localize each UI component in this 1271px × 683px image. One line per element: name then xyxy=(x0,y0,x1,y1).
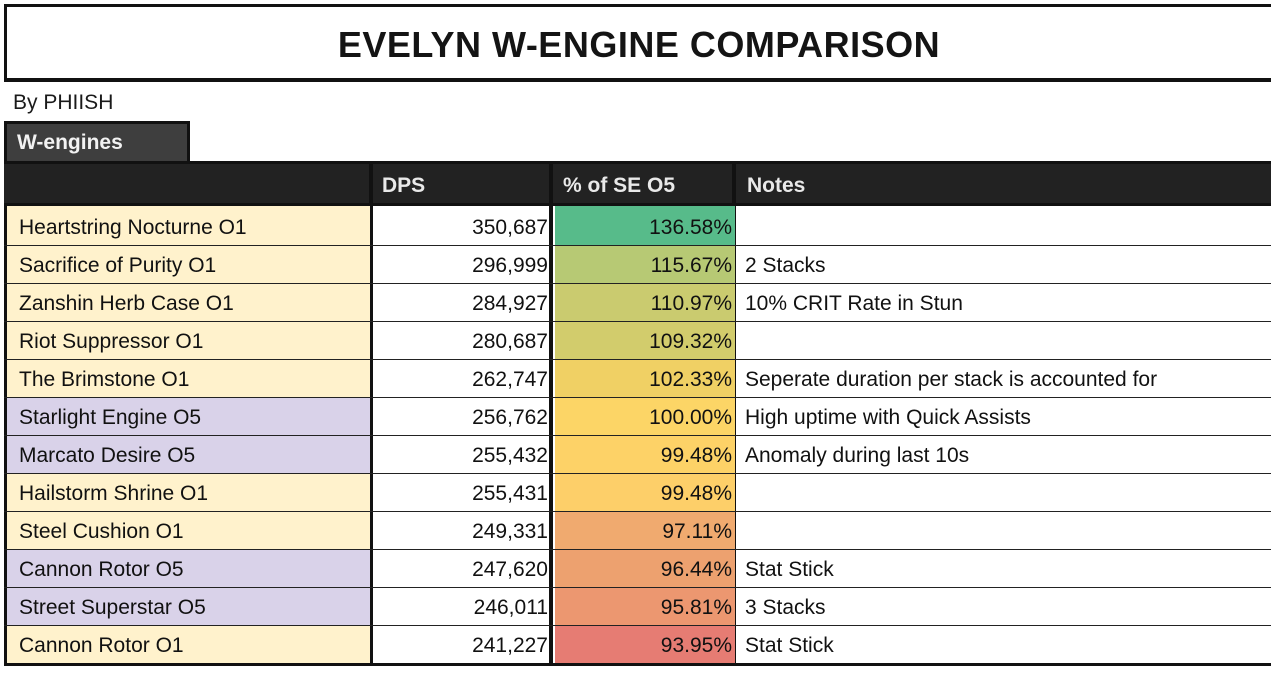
weapon-name-cell: Hailstorm Shrine O1 xyxy=(4,474,370,511)
page-title: EVELYN W-ENGINE COMPARISON xyxy=(337,23,941,65)
weapon-name-cell: Street Superstar O5 xyxy=(4,588,370,625)
percent-cell: 97.11% xyxy=(555,512,735,549)
section-tab-w-engines: W-engines xyxy=(4,121,190,163)
title-banner: EVELYN W-ENGINE COMPARISON xyxy=(4,4,1271,82)
percent-cell: 99.48% xyxy=(555,436,735,473)
author-byline: By PHIISH xyxy=(13,91,114,114)
notes-cell xyxy=(739,474,1271,511)
dps-cell: 284,927 xyxy=(472,292,548,315)
percent-cell: 102.33% xyxy=(555,360,735,397)
weapon-name-cell: Marcato Desire O5 xyxy=(4,436,370,473)
table-row: The Brimstone O1 262,747 102.33% Seperate d… xyxy=(4,360,1271,398)
notes-cell: Seperate duration per stack is accounted… xyxy=(745,368,1158,391)
notes-cell xyxy=(739,322,1271,359)
percent-cell: 115.67% xyxy=(555,246,735,283)
percent-cell: 136.58% xyxy=(555,206,735,245)
dps-cell: 247,620 xyxy=(472,558,548,581)
table-body: Heartstring Nocturne O1 350,687 136.58% Sac… xyxy=(4,206,1271,666)
weapon-name-cell: Cannon Rotor O5 xyxy=(4,550,370,587)
notes-cell xyxy=(739,512,1271,549)
table-row: Street Superstar O5 246,011 95.81% 3 Stacks xyxy=(4,588,1271,626)
table-row: Hailstorm Shrine O1 255,431 99.48% xyxy=(4,474,1271,512)
column-divider xyxy=(549,161,553,665)
header-pct: % of SE O5 xyxy=(563,174,676,197)
weapon-name-cell: Starlight Engine O5 xyxy=(4,398,370,435)
table-header: DPS % of SE O5 Notes xyxy=(4,161,1271,206)
notes-cell: 3 Stacks xyxy=(745,596,826,619)
weapon-name-cell: Cannon Rotor O1 xyxy=(4,626,370,663)
weapon-name-cell: Zanshin Herb Case O1 xyxy=(4,284,370,321)
dps-cell: 280,687 xyxy=(472,330,548,353)
notes-cell: Stat Stick xyxy=(745,558,834,581)
dps-cell: 241,227 xyxy=(472,634,548,657)
percent-cell: 96.44% xyxy=(555,550,735,587)
weapon-name-cell: The Brimstone O1 xyxy=(4,360,370,397)
dps-cell: 255,431 xyxy=(472,482,548,505)
column-divider xyxy=(369,161,373,665)
notes-cell: Anomaly during last 10s xyxy=(745,444,970,467)
dps-cell: 246,011 xyxy=(473,596,548,619)
notes-cell: 2 Stacks xyxy=(745,254,826,277)
percent-cell: 100.00% xyxy=(555,398,735,435)
header-notes: Notes xyxy=(747,174,806,197)
notes-cell: 10% CRIT Rate in Stun xyxy=(745,292,963,315)
table-row: Cannon Rotor O5 247,620 96.44% Stat Stick xyxy=(4,550,1271,588)
notes-cell: Stat Stick xyxy=(745,634,834,657)
dps-cell: 256,762 xyxy=(472,406,548,429)
weapon-name-cell: Sacrifice of Purity O1 xyxy=(4,246,370,283)
dps-cell: 296,999 xyxy=(472,254,548,277)
weapon-name-cell: Heartstring Nocturne O1 xyxy=(4,206,370,245)
table-row: Heartstring Nocturne O1 350,687 136.58% xyxy=(4,206,1271,246)
weapon-name-cell: Steel Cushion O1 xyxy=(4,512,370,549)
table-row: Starlight Engine O5 256,762 100.00% High up… xyxy=(4,398,1271,436)
table-row: Cannon Rotor O1 241,227 93.95% Stat Stick xyxy=(4,626,1271,666)
percent-cell: 93.95% xyxy=(555,626,735,663)
header-name xyxy=(4,164,370,203)
dps-cell: 262,747 xyxy=(472,368,548,391)
table-row: Marcato Desire O5 255,432 99.48% Anomaly du… xyxy=(4,436,1271,474)
table-row: Sacrifice of Purity O1 296,999 115.67% 2 St… xyxy=(4,246,1271,284)
dps-cell: 255,432 xyxy=(472,444,548,467)
percent-cell: 109.32% xyxy=(555,322,735,359)
header-dps: DPS xyxy=(382,174,426,197)
percent-cell: 99.48% xyxy=(555,474,735,511)
notes-cell: High uptime with Quick Assists xyxy=(745,406,1031,429)
table-row: Zanshin Herb Case O1 284,927 110.97% 10% CR… xyxy=(4,284,1271,322)
table-row: Steel Cushion O1 249,331 97.11% xyxy=(4,512,1271,550)
dps-cell: 350,687 xyxy=(472,216,548,239)
dps-cell: 249,331 xyxy=(472,520,548,543)
percent-cell: 110.97% xyxy=(555,284,735,321)
notes-cell xyxy=(739,206,1271,245)
table-row: Riot Suppressor O1 280,687 109.32% xyxy=(4,322,1271,360)
percent-cell: 95.81% xyxy=(555,588,735,625)
weapon-name-cell: Riot Suppressor O1 xyxy=(4,322,370,359)
